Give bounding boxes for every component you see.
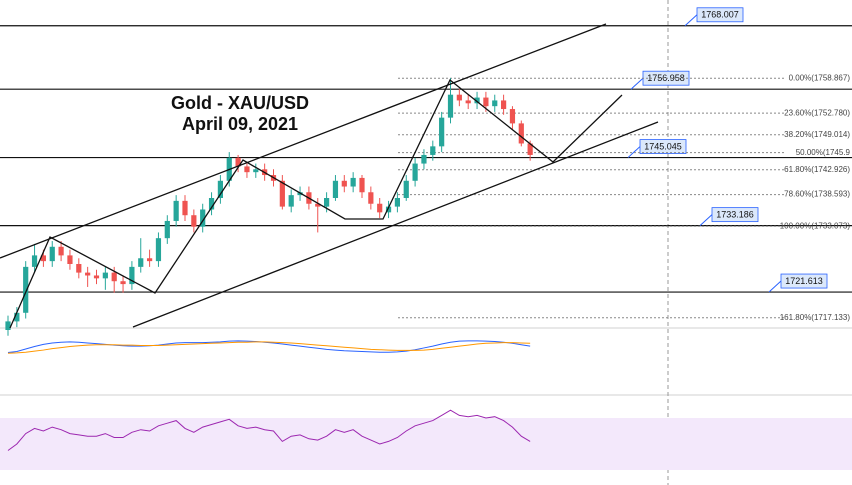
- candle-body: [492, 100, 498, 107]
- candle-body: [164, 220, 170, 239]
- level-box: [780, 273, 828, 289]
- channel-lower: [132, 121, 659, 328]
- fib-label: 61.80%(1742.926): [784, 165, 850, 174]
- candle-body: [315, 203, 321, 207]
- fib-label: 23.60%(1752.780): [784, 108, 850, 117]
- candle-body: [350, 177, 356, 187]
- candle-body: [31, 255, 38, 267]
- candle-body: [421, 154, 427, 164]
- candle-body: [385, 206, 392, 213]
- macd-line: [7, 341, 531, 354]
- level-label: 1721.613: [785, 276, 823, 286]
- candle-body: [49, 246, 55, 262]
- chart-subtitle: April 09, 2021: [182, 114, 298, 134]
- candle-body: [217, 180, 223, 198]
- fib-label: 78.60%(1738.593): [784, 190, 850, 199]
- candle-body: [341, 180, 347, 187]
- level-leader: [630, 77, 644, 90]
- fib-label: 100.00%(1733.073): [780, 221, 851, 230]
- fib-label: 161.80%(1717.133): [780, 313, 851, 322]
- candle-body: [527, 143, 533, 155]
- candle-body: [182, 200, 188, 216]
- level-leader: [627, 146, 641, 158]
- candle-body: [324, 198, 330, 207]
- candle-body: [394, 198, 400, 207]
- candle-body: [76, 264, 82, 273]
- candle-body: [474, 97, 480, 104]
- candle-body: [288, 195, 294, 207]
- candle-body: [102, 272, 108, 279]
- zigzag: [9, 78, 623, 329]
- candle-body: [518, 123, 524, 144]
- candle-body: [40, 255, 46, 262]
- candle-body: [253, 169, 259, 173]
- candle-body: [244, 166, 250, 173]
- level-leader: [699, 214, 713, 226]
- candle-body: [147, 258, 153, 262]
- level-label: 1745.045: [644, 141, 682, 151]
- candle-body: [111, 272, 117, 282]
- rsi-band: [0, 418, 852, 470]
- level-leader: [768, 280, 782, 293]
- level-box: [696, 7, 744, 23]
- level-label: 1768.007: [701, 10, 739, 20]
- candle-body: [368, 192, 374, 204]
- candle-body: [456, 94, 462, 101]
- candle-body: [235, 157, 241, 167]
- candle-body: [58, 246, 64, 256]
- candle-body: [191, 215, 197, 227]
- macd-line: [7, 340, 531, 354]
- fib-label: 0.00%(1758.867): [789, 73, 851, 82]
- plot-layer: 1768.0071756.9581745.0451733.1861721.613…: [0, 7, 852, 470]
- candle-body: [279, 180, 285, 207]
- candle-body: [208, 198, 215, 210]
- candle-body: [465, 100, 471, 104]
- candle-body: [483, 97, 489, 107]
- rsi-line: [7, 409, 531, 451]
- fib-label: 50.00%(1745.9: [796, 148, 851, 157]
- level-box: [711, 207, 759, 223]
- candle-body: [23, 266, 29, 313]
- level-leader: [684, 14, 698, 27]
- candle-body: [200, 209, 206, 227]
- candle-body: [155, 238, 162, 262]
- candle-body: [509, 109, 516, 124]
- level-label: 1733.186: [716, 210, 754, 220]
- candle-body: [120, 281, 126, 285]
- channel-upper: [0, 23, 607, 259]
- candle-body: [129, 266, 135, 285]
- candle-body: [85, 272, 91, 276]
- candle-body: [173, 200, 179, 221]
- candle-body: [93, 275, 100, 279]
- candle-body: [67, 255, 73, 264]
- chart-title: Gold - XAU/USD: [171, 93, 309, 113]
- candle-body: [332, 180, 339, 198]
- candle-body: [138, 258, 144, 267]
- trend-lines: [0, 23, 659, 329]
- candle-body: [359, 177, 365, 193]
- candle-body: [501, 100, 507, 110]
- candle-body: [447, 94, 454, 118]
- candle-body: [5, 321, 11, 330]
- candle-body: [403, 180, 409, 198]
- candle-body: [430, 146, 436, 155]
- candle-body: [439, 117, 445, 147]
- candle-body: [14, 312, 20, 322]
- candle-body: [377, 203, 383, 213]
- candle-body: [412, 163, 418, 181]
- level-box: [639, 139, 687, 154]
- fib-label: 38.20%(1749.014): [784, 130, 850, 139]
